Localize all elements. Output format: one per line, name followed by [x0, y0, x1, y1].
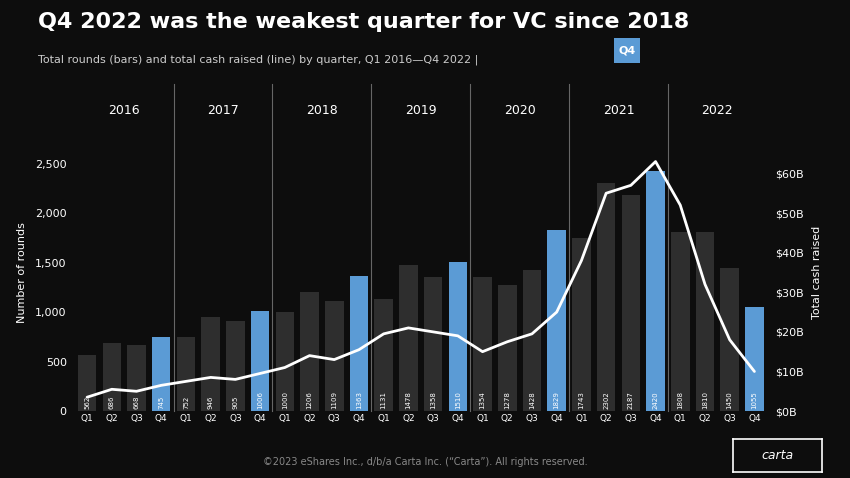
- Bar: [547, 230, 566, 411]
- Bar: [103, 343, 121, 411]
- Bar: [745, 306, 763, 411]
- Y-axis label: Number of rounds: Number of rounds: [17, 222, 26, 323]
- Bar: [152, 337, 171, 411]
- Bar: [721, 268, 739, 411]
- Text: 1006: 1006: [257, 391, 264, 409]
- Text: 1131: 1131: [381, 391, 387, 409]
- Bar: [201, 317, 220, 411]
- Text: 752: 752: [183, 396, 189, 409]
- Bar: [449, 261, 468, 411]
- Text: Q4 2022 was the weakest quarter for VC since 2018: Q4 2022 was the weakest quarter for VC s…: [38, 12, 689, 32]
- Bar: [300, 292, 319, 411]
- Text: 2020: 2020: [504, 104, 536, 117]
- Text: 1450: 1450: [727, 391, 733, 409]
- Y-axis label: Total cash raised: Total cash raised: [812, 226, 822, 319]
- Bar: [128, 345, 146, 411]
- Bar: [473, 277, 492, 411]
- Text: 1206: 1206: [307, 391, 313, 409]
- Bar: [251, 312, 269, 411]
- Bar: [597, 183, 615, 411]
- Text: ©2023 eShares Inc., d/b/a Carta Inc. (“Carta”). All rights reserved.: ©2023 eShares Inc., d/b/a Carta Inc. (“C…: [263, 457, 587, 467]
- Text: 2187: 2187: [628, 391, 634, 409]
- Text: 2019: 2019: [405, 104, 437, 117]
- Bar: [275, 312, 294, 411]
- Bar: [349, 276, 368, 411]
- Text: Total rounds (bars) and total cash raised (line) by quarter, Q1 2016—Q4 2022 |: Total rounds (bars) and total cash raise…: [38, 55, 482, 65]
- Text: 2016: 2016: [108, 104, 140, 117]
- Text: 1743: 1743: [578, 391, 585, 409]
- Text: 2018: 2018: [306, 104, 337, 117]
- Text: 745: 745: [158, 396, 164, 409]
- Bar: [621, 195, 640, 411]
- Text: 1510: 1510: [455, 391, 461, 409]
- Text: 1428: 1428: [529, 391, 535, 409]
- Text: 1478: 1478: [405, 391, 411, 409]
- Text: 905: 905: [232, 396, 238, 409]
- Text: Q4: Q4: [618, 46, 636, 55]
- Bar: [177, 337, 196, 411]
- Bar: [78, 356, 96, 411]
- Text: 946: 946: [207, 396, 213, 409]
- Text: 2420: 2420: [653, 391, 659, 409]
- Bar: [572, 239, 591, 411]
- Bar: [400, 265, 417, 411]
- Text: 1810: 1810: [702, 391, 708, 409]
- Text: 2302: 2302: [604, 391, 609, 409]
- Bar: [498, 284, 517, 411]
- Bar: [646, 172, 665, 411]
- Text: 1808: 1808: [677, 391, 683, 409]
- Text: 562: 562: [84, 396, 90, 409]
- Bar: [671, 232, 689, 411]
- Text: 1109: 1109: [332, 391, 337, 409]
- Bar: [325, 301, 343, 411]
- Text: 1829: 1829: [553, 391, 559, 409]
- Text: 686: 686: [109, 396, 115, 409]
- Text: 1358: 1358: [430, 391, 436, 409]
- Text: 1278: 1278: [504, 391, 510, 409]
- Bar: [374, 299, 393, 411]
- Text: 1354: 1354: [479, 391, 485, 409]
- Bar: [695, 232, 714, 411]
- Text: carta: carta: [762, 449, 793, 462]
- Text: 668: 668: [133, 396, 139, 409]
- Text: 1363: 1363: [356, 391, 362, 409]
- Bar: [523, 270, 541, 411]
- Text: 2021: 2021: [603, 104, 634, 117]
- Bar: [424, 277, 442, 411]
- Text: 1000: 1000: [282, 391, 288, 409]
- Text: 2022: 2022: [701, 104, 734, 117]
- Bar: [226, 322, 245, 411]
- Text: 1055: 1055: [751, 391, 757, 409]
- Text: 2017: 2017: [207, 104, 239, 117]
